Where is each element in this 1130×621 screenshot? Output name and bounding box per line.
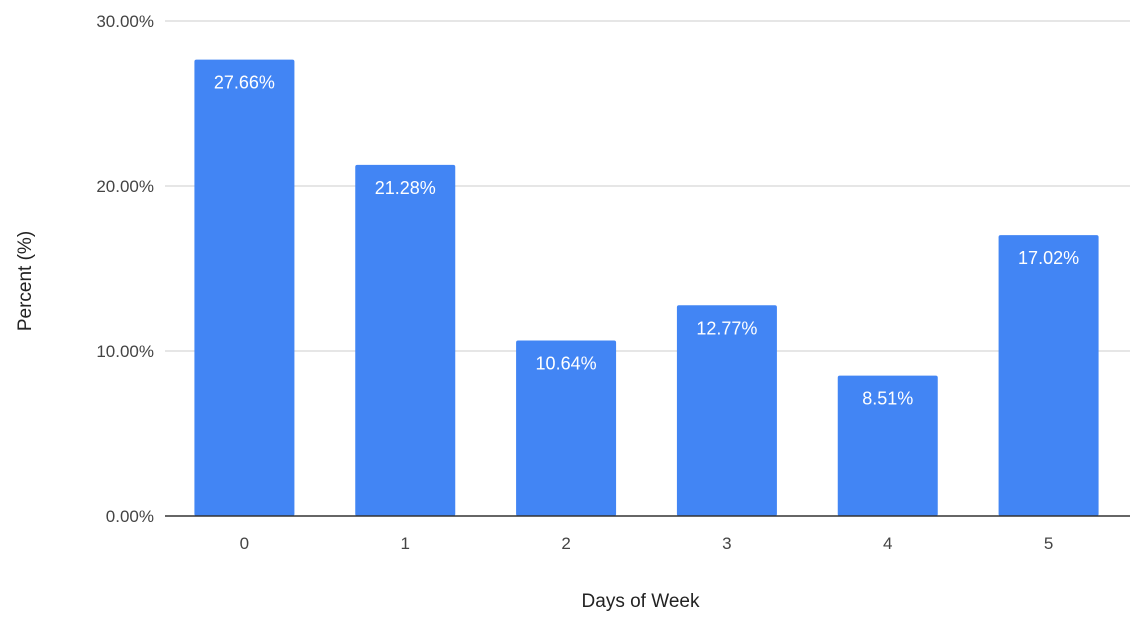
data-label: 27.66% xyxy=(214,73,275,93)
x-tick-label: 4 xyxy=(883,534,892,553)
y-tick-label: 0.00% xyxy=(106,507,154,526)
bar-4 xyxy=(837,375,938,516)
y-tick-label: 30.00% xyxy=(96,12,154,31)
x-tick-label: 0 xyxy=(240,534,249,553)
bars xyxy=(194,59,1099,517)
data-label: 10.64% xyxy=(536,353,597,373)
bar-0 xyxy=(194,59,295,517)
bar-1 xyxy=(355,164,456,516)
data-labels: 27.66% 21.28% 10.64% 12.77% 8.51% 17.02% xyxy=(214,73,1079,409)
data-label: 17.02% xyxy=(1018,248,1079,268)
x-tick-label: 1 xyxy=(401,534,410,553)
bar-2 xyxy=(516,340,617,516)
x-axis-tick-labels: 0 1 2 3 4 5 xyxy=(240,534,1054,553)
bar-5 xyxy=(998,235,1099,517)
y-tick-label: 10.00% xyxy=(96,342,154,361)
y-tick-label: 20.00% xyxy=(96,177,154,196)
x-axis-title: Days of Week xyxy=(582,591,700,612)
y-axis-tick-labels: 0.00% 10.00% 20.00% 30.00% xyxy=(96,12,154,526)
gridlines xyxy=(165,20,1130,352)
x-tick-label: 5 xyxy=(1044,534,1053,553)
data-label: 21.28% xyxy=(375,178,436,198)
bar-3 xyxy=(676,305,777,516)
x-tick-label: 3 xyxy=(722,534,731,553)
x-tick-label: 2 xyxy=(561,534,570,553)
data-label: 12.77% xyxy=(696,318,757,338)
data-label: 8.51% xyxy=(862,389,913,409)
y-axis-title: Percent (%) xyxy=(15,231,36,331)
